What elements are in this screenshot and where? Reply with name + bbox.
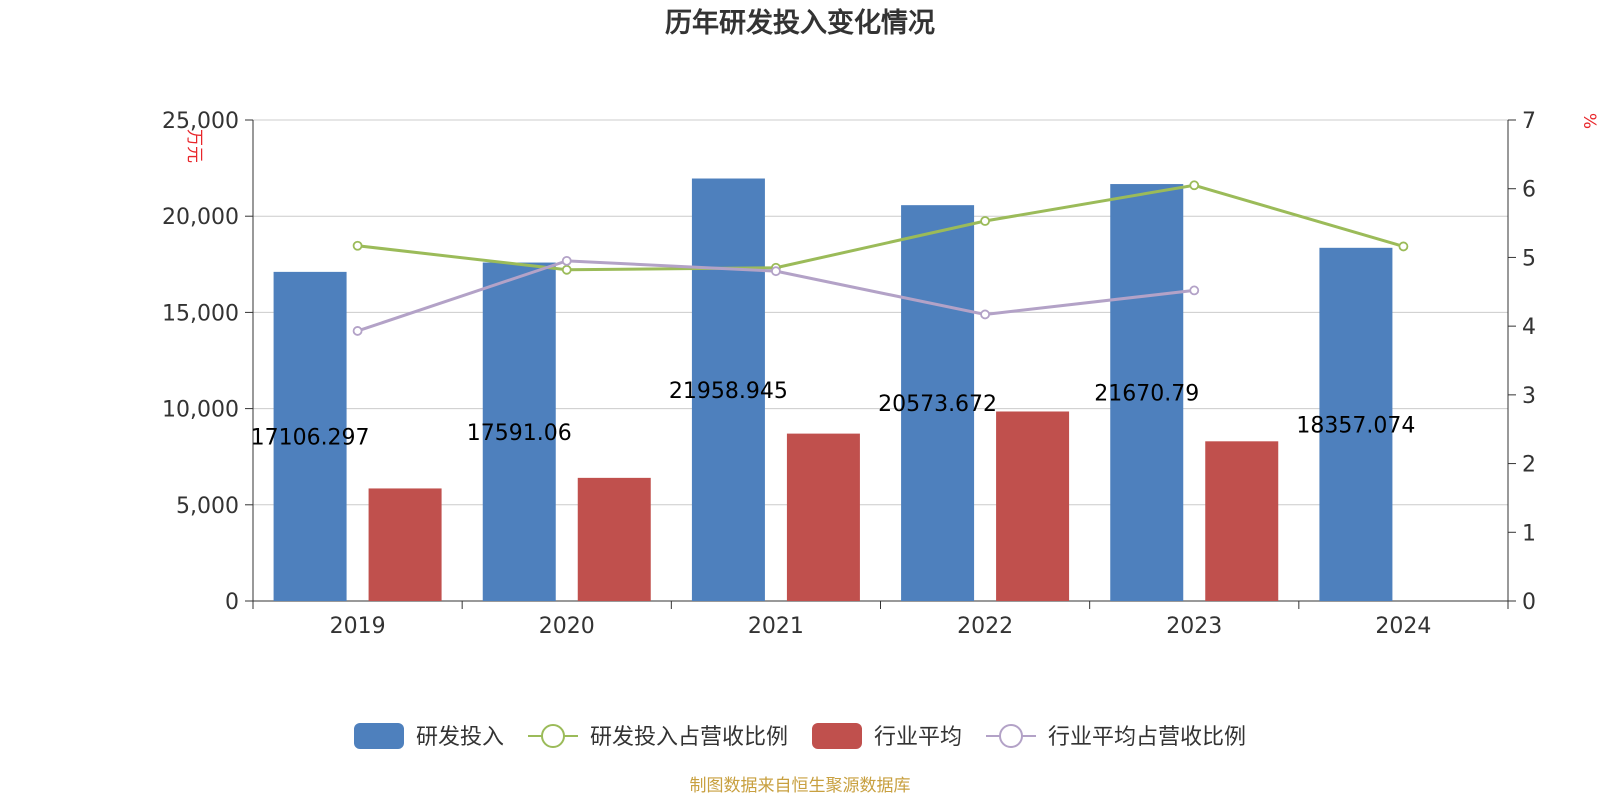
- left-axis-unit: 万元: [184, 129, 204, 163]
- line-point-1-5: [1398, 241, 1409, 252]
- line-point-1-4: [1189, 180, 1200, 191]
- line-point-3-3: [980, 309, 990, 320]
- x-tick-label: 2021: [748, 614, 804, 639]
- line-point-3-0: [352, 326, 363, 336]
- bar-rd-2019: [273, 271, 347, 601]
- left-tick-label: 15,000: [162, 301, 239, 326]
- bar-data-label: 20573.672: [878, 392, 997, 417]
- bar-rd-2020: [482, 262, 556, 601]
- bar-industry-2019: [368, 488, 442, 601]
- legend-label-0: 研发投入: [416, 725, 504, 750]
- line-point-3-2: [771, 266, 781, 277]
- bar-rd-2022: [901, 205, 975, 602]
- bar-rd-2021: [691, 178, 765, 602]
- data-labels: 17106.297 17591.06 21958.945 20573.672 21670…: [251, 379, 1416, 451]
- bar-data-label: 21958.945: [669, 379, 788, 404]
- bar-rd-2023: [1110, 184, 1184, 601]
- legend-swatch-0: [354, 723, 404, 749]
- chart-title: 历年研发投入变化情况: [665, 7, 935, 39]
- right-tick-label: 2: [1522, 453, 1536, 478]
- right-tick-label: 4: [1522, 315, 1536, 340]
- line-point-3-4: [1189, 285, 1200, 296]
- right-tick-label: 5: [1522, 246, 1536, 271]
- right-tick-label: 6: [1522, 178, 1536, 203]
- legend-label-3: 行业平均占营收比例: [1048, 725, 1246, 750]
- legend-marker-3: [999, 724, 1023, 748]
- line-series-1: [357, 183, 1404, 272]
- bar-industry-2023: [1205, 441, 1279, 601]
- left-tick-label: 0: [225, 590, 239, 615]
- legend-label-1: 研发投入占营收比例: [590, 725, 788, 750]
- bars: [273, 178, 1393, 602]
- line-point-3-1: [561, 255, 572, 266]
- bar-industry-2021: [786, 433, 860, 601]
- right-tick-label: 1: [1522, 521, 1536, 546]
- x-tick-label: 2024: [1375, 614, 1431, 639]
- legend[interactable]: 研发投入 研发投入占营收比例 行业平均 行业平均占营收比例: [354, 723, 1246, 750]
- x-tick-label: 2022: [957, 614, 1013, 639]
- right-tick-label: 3: [1522, 384, 1536, 409]
- bar-rd-2024: [1319, 247, 1393, 602]
- x-tick-label: 2020: [539, 614, 595, 639]
- axes: 0 5,000 10,000 15,000 20,000 25,000 0 1 2 3 4 5 6 7 20…: [162, 109, 1536, 639]
- left-tick-label: 20,000: [162, 205, 239, 230]
- right-tick-label: 0: [1522, 590, 1536, 615]
- bar-data-label: 17106.297: [251, 425, 370, 450]
- right-axis-unit: %: [1579, 113, 1599, 129]
- line-point-1-1: [561, 264, 572, 275]
- source-note: 制图数据来自恒生聚源数据库: [690, 776, 911, 796]
- line-point-1-3: [980, 216, 990, 226]
- left-tick-label: 5,000: [176, 494, 239, 519]
- x-tick-label: 2019: [330, 614, 386, 639]
- lines: [352, 180, 1409, 336]
- bar-data-label: 18357.074: [1296, 413, 1415, 438]
- legend-swatch-2: [812, 723, 862, 749]
- bar-industry-2022: [996, 411, 1070, 601]
- left-tick-label: 10,000: [162, 398, 239, 423]
- line-point-1-0: [352, 240, 363, 251]
- bar-data-label: 21670.79: [1094, 382, 1199, 407]
- bar-data-label: 17591.06: [467, 421, 572, 446]
- legend-label-2: 行业平均: [874, 725, 962, 750]
- legend-marker-1: [541, 724, 565, 748]
- left-tick-label: 25,000: [162, 109, 239, 134]
- right-tick-label: 7: [1522, 109, 1536, 134]
- x-tick-label: 2023: [1166, 614, 1222, 639]
- bar-industry-2020: [577, 477, 651, 601]
